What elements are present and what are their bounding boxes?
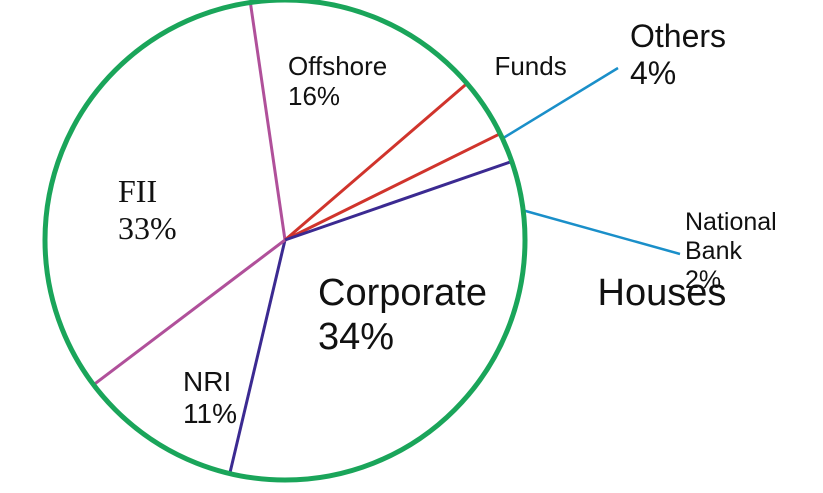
slice-edge [284,160,513,242]
category-name: Others [630,18,727,54]
slice-label: NRI 11% [183,366,237,430]
category-name: National Bank [685,208,777,265]
slice-label: Others 4% [630,18,726,92]
pie-slice [44,2,286,385]
category-name: FII [118,173,158,209]
slice-label: Offshore Funds 16% [288,51,567,112]
slice-label: Corporate Houses 34% [318,272,726,359]
slice-edge [92,238,286,386]
pie-slice [93,240,285,474]
leader-line [521,208,681,256]
value-label: 4% [630,54,677,91]
pie-outline [42,0,528,483]
slice-edge [248,2,287,241]
slice-edge [284,82,468,242]
slice-label: National Bank 2% [685,208,823,294]
slice-edge [228,239,287,474]
category-name: Corporate Houses [318,272,727,314]
pie-slice [250,0,467,241]
category-name: NRI [183,366,232,397]
slice-edge [284,132,501,242]
value-label: 16% [288,80,341,111]
leader-line [499,66,619,142]
value-label: 11% [183,398,237,430]
pie-slice [285,83,501,240]
value-label: 34% [318,315,395,358]
value-label: 33% [118,209,177,246]
category-name: Offshore Funds [288,51,567,81]
value-label: 2% [685,265,722,294]
pie-slice [229,161,526,481]
slice-label: FII 33% [118,173,177,247]
